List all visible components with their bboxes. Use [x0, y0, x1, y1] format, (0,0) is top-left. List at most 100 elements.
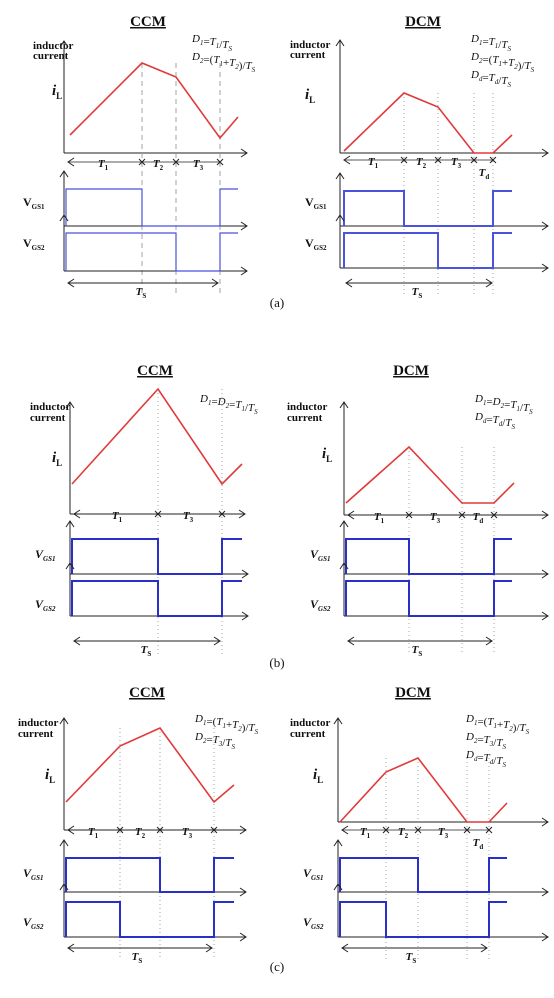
duty-equation: D2=T3/TS	[194, 731, 235, 751]
interval-label-t1: T1	[88, 826, 99, 840]
inductor-current-symbol: iL	[45, 767, 55, 785]
interval-marker	[400, 156, 408, 164]
period-arrow-right	[485, 636, 493, 646]
inductor-current-symbol: iL	[305, 87, 315, 105]
x-axis-arrow	[240, 221, 248, 231]
interval-marker	[216, 158, 224, 166]
gate-signal-vgs1	[339, 857, 507, 893]
gate-signal-vgs2	[345, 580, 512, 617]
gate-signal-vgs2	[343, 232, 512, 269]
gate-signal-vgs1	[65, 188, 238, 227]
y-axis-label-line2: current	[290, 728, 326, 740]
y-axis-arrow	[339, 401, 349, 409]
x-axis-arrow	[240, 266, 248, 276]
period-label: TS	[406, 951, 417, 965]
interval-label-t3: T3	[451, 156, 462, 170]
y-axis-label-line1: inductor	[290, 39, 330, 51]
duty-equation: D1=(T1+T2)/TS	[194, 713, 259, 736]
duty-equation: D1=(T1+T2)/TS	[465, 713, 530, 736]
x-axis-arrow	[541, 263, 549, 273]
interval-marker	[210, 826, 218, 834]
y-axis-label-line1: inductor	[18, 717, 58, 729]
panel-title: DCM	[405, 14, 441, 30]
interval-label-t1: T1	[360, 826, 371, 840]
interval-label-t2: T2	[416, 156, 427, 170]
panel-title: DCM	[393, 363, 429, 379]
gate-signal-vgs2	[71, 580, 242, 617]
interval-label-td: Td	[473, 511, 484, 525]
interval-label-t3: T3	[430, 511, 441, 525]
interval-label-t1: T1	[112, 510, 123, 524]
interval-marker	[470, 156, 478, 164]
x-axis-arrow	[541, 817, 549, 827]
interval-marker	[458, 511, 466, 519]
period-label: TS	[136, 286, 147, 300]
gate-label-vgs1: VGS1	[305, 195, 327, 211]
inductor-current-waveform	[339, 757, 508, 823]
duty-equation: D1=T1/TS	[470, 33, 511, 53]
panel-title: CCM	[137, 363, 173, 379]
gate-label-vgs1: VGS1	[23, 866, 43, 882]
interval-label-t1: T1	[368, 156, 379, 170]
period-arrow-right	[480, 943, 488, 953]
interval-arrow	[341, 825, 349, 835]
period-arrow-left	[341, 943, 349, 953]
x-axis-arrow	[541, 510, 549, 520]
x-axis-arrow	[239, 887, 247, 897]
interval-marker	[156, 826, 164, 834]
y-axis-arrow	[335, 214, 345, 222]
duty-equation: D1=T1/TS	[191, 33, 232, 53]
duty-equation: D1=D2=T1/TS	[474, 393, 533, 416]
period-label: TS	[412, 286, 423, 300]
interval-marker	[382, 826, 390, 834]
x-axis-arrow	[239, 825, 247, 835]
gate-signal-vgs2	[339, 901, 507, 938]
x-axis-arrow	[541, 569, 549, 579]
interval-marker	[490, 511, 498, 519]
period-label: TS	[141, 644, 152, 658]
gate-label-vgs2: VGS2	[305, 236, 327, 252]
interval-marker	[463, 826, 471, 834]
gate-signal-vgs1	[71, 538, 242, 575]
interval-arrow	[73, 509, 81, 519]
y-axis-arrow	[59, 170, 69, 178]
interval-marker	[116, 826, 124, 834]
interval-label-t3: T3	[183, 510, 194, 524]
duty-equation: Dd=Td/TS	[474, 411, 515, 431]
inductor-current-waveform	[69, 62, 239, 140]
interval-label-t1: T1	[374, 511, 385, 525]
gate-label-vgs1: VGS1	[310, 547, 330, 563]
x-axis-arrow	[241, 611, 249, 621]
y-axis-arrow	[59, 214, 69, 222]
y-axis-arrow	[65, 520, 75, 528]
x-axis-arrow	[541, 932, 549, 942]
y-axis-arrow	[59, 883, 69, 891]
y-axis-arrow	[59, 40, 69, 48]
x-axis-arrow	[238, 509, 246, 519]
y-axis-arrow	[59, 839, 69, 847]
y-axis-arrow	[333, 717, 343, 725]
y-axis-label-line1: inductor	[287, 401, 327, 413]
period-arrow-left	[67, 278, 75, 288]
inductor-current-symbol: iL	[52, 83, 62, 101]
x-axis-arrow	[541, 221, 549, 231]
period-arrow-left	[67, 943, 75, 953]
y-axis-label-line2: current	[33, 50, 69, 62]
period-arrow-left	[347, 636, 355, 646]
duty-equation: D2=(T1+T2)/TS	[191, 51, 256, 74]
interval-marker	[218, 510, 226, 518]
interval-label-t3: T3	[193, 158, 204, 172]
inductor-current-waveform	[65, 727, 235, 804]
duty-equation: D1=D2=T1/TS	[199, 393, 258, 416]
gate-signal-vgs1	[343, 190, 512, 227]
captions: (a) (b) (c)	[269, 295, 284, 974]
period-arrow-left	[73, 636, 81, 646]
interval-marker	[485, 826, 493, 834]
y-axis-arrow	[65, 401, 75, 409]
interval-label-t2: T2	[153, 158, 164, 172]
x-axis-arrow	[541, 887, 549, 897]
interval-arrow	[343, 155, 351, 165]
